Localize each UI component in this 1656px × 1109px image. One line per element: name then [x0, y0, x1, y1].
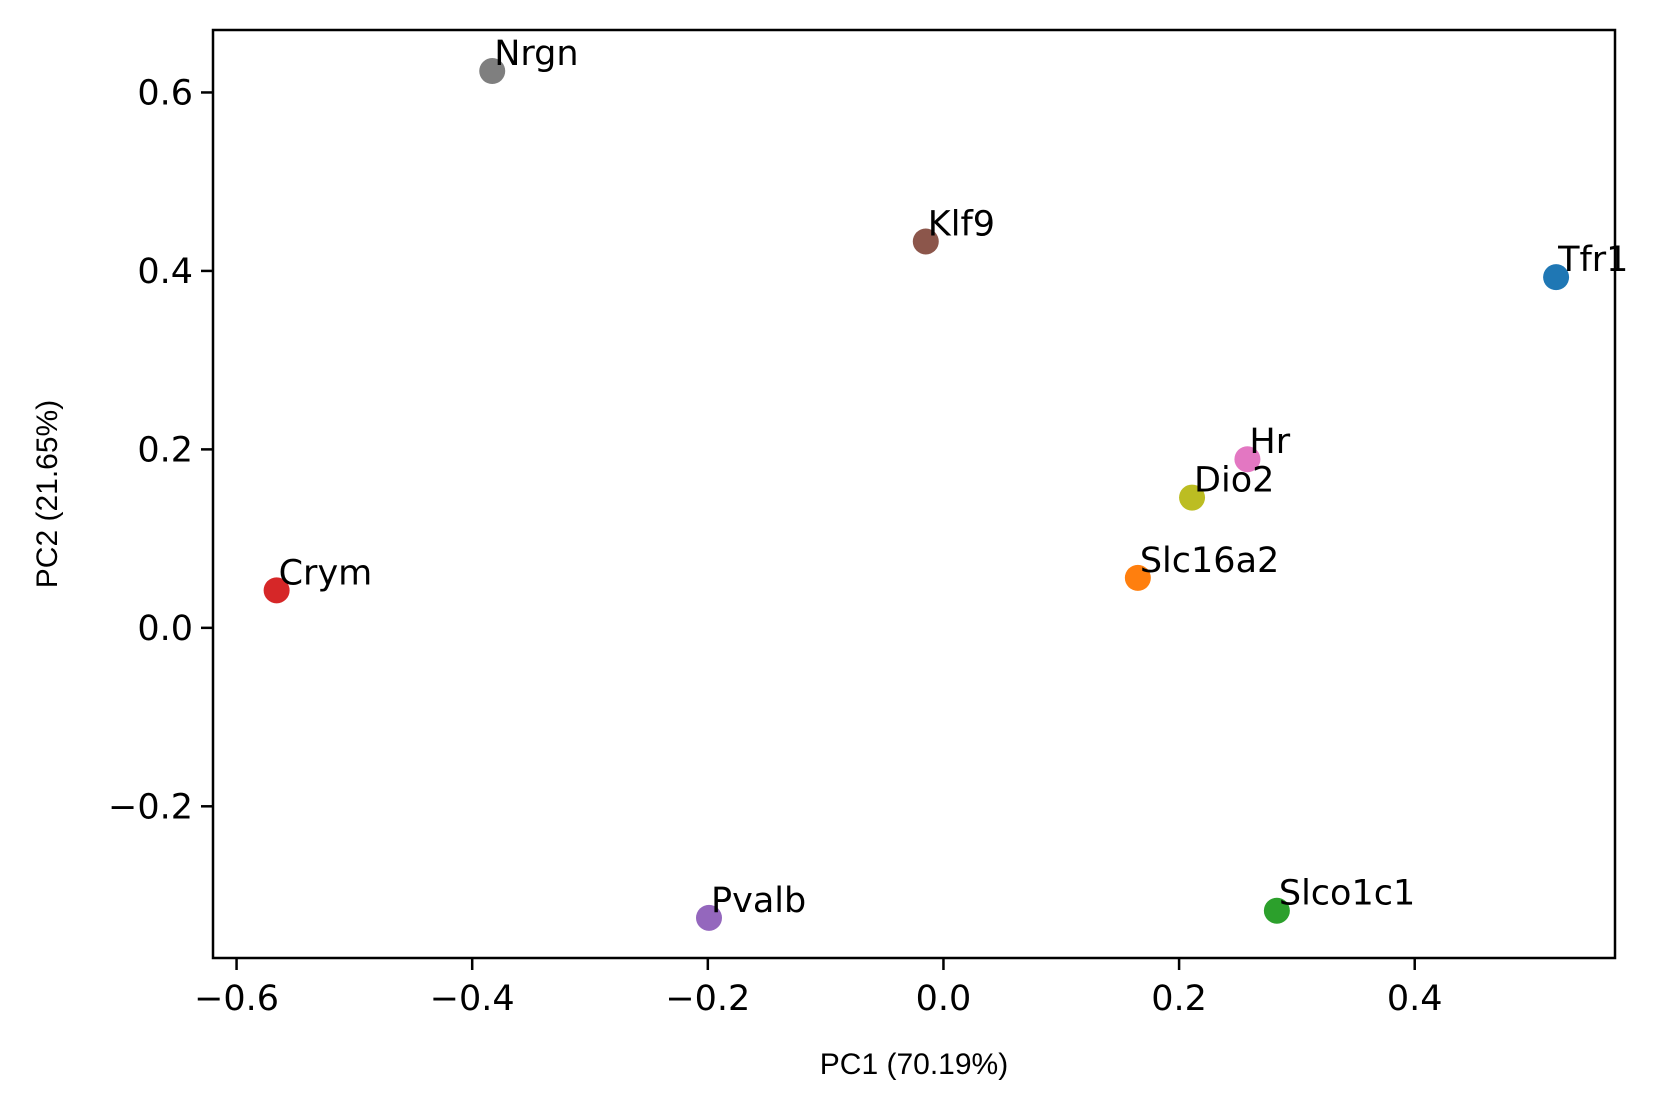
- y-tick-label: −0.2: [108, 787, 193, 827]
- x-tick-label: −0.4: [430, 979, 515, 1019]
- y-tick-label: 0.0: [137, 609, 193, 649]
- point-label-slco1c1: Slco1c1: [1279, 874, 1415, 914]
- y-tick-label: 0.6: [137, 73, 193, 113]
- data-point-tfr1: [1543, 264, 1570, 291]
- point-label-tfr1: Tfr1: [1557, 240, 1628, 280]
- x-axis-ticks: −0.6 −0.4 −0.2 0.0 0.2 0.4: [194, 958, 1443, 1019]
- x-tick-label: 0.0: [916, 979, 972, 1019]
- data-point-klf9: [912, 228, 939, 255]
- point-label-pvalb: Pvalb: [711, 881, 806, 921]
- data-point-slc16a2: [1124, 564, 1151, 591]
- y-tick-label: 0.4: [137, 252, 193, 292]
- point-label-slc16a2: Slc16a2: [1140, 541, 1279, 581]
- point-label-klf9: Klf9: [928, 204, 995, 244]
- data-point-pvalb: [696, 904, 723, 931]
- x-axis-title: PC1 (70.19%): [820, 1048, 1008, 1081]
- data-point-slco1c1: [1263, 897, 1290, 924]
- x-tick-label: 0.2: [1151, 979, 1207, 1019]
- point-label-nrgn: Nrgn: [494, 34, 578, 74]
- x-tick-label: −0.2: [665, 979, 750, 1019]
- x-tick-label: 0.4: [1387, 979, 1443, 1019]
- data-point-nrgn: [479, 58, 506, 85]
- data-point-hr: [1234, 446, 1261, 473]
- point-label-dio2: Dio2: [1194, 461, 1274, 501]
- point-label-crym: Crym: [279, 553, 373, 593]
- x-tick-label: −0.6: [194, 979, 279, 1019]
- point-label-hr: Hr: [1249, 422, 1290, 462]
- y-tick-label: 0.2: [137, 430, 193, 470]
- y-axis-ticks: −0.2 0.0 0.2 0.4 0.6: [108, 73, 213, 827]
- y-axis-title: PC2 (21.65%): [31, 400, 64, 588]
- data-point-dio2: [1179, 484, 1206, 511]
- plot-area-frame: [211, 28, 1617, 960]
- data-point-crym: [263, 577, 290, 604]
- points-layer: Tfr1 Slc16a2 Slco1c1 Crym Pvalb Klf9 Hr Nrgn Dio…: [263, 34, 1628, 931]
